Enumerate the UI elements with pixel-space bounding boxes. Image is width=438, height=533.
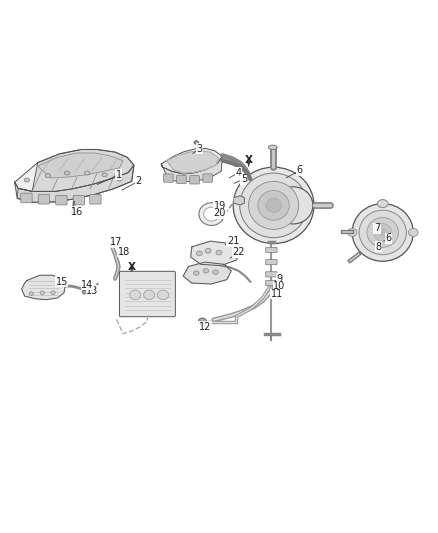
Ellipse shape — [377, 200, 388, 207]
Ellipse shape — [130, 290, 141, 300]
FancyBboxPatch shape — [177, 175, 186, 183]
Ellipse shape — [51, 291, 55, 294]
Text: 15: 15 — [56, 277, 68, 287]
Text: 16: 16 — [71, 207, 83, 217]
Text: 6: 6 — [385, 233, 392, 243]
Text: 3: 3 — [196, 143, 202, 154]
Text: 7: 7 — [374, 223, 380, 233]
Ellipse shape — [233, 167, 314, 244]
Ellipse shape — [367, 217, 399, 247]
Ellipse shape — [268, 145, 277, 149]
FancyBboxPatch shape — [266, 272, 277, 277]
Text: X: X — [245, 155, 253, 165]
Ellipse shape — [266, 198, 281, 213]
Ellipse shape — [205, 248, 211, 253]
Text: 13: 13 — [86, 286, 99, 296]
Ellipse shape — [194, 141, 198, 144]
FancyBboxPatch shape — [266, 260, 277, 265]
Ellipse shape — [248, 181, 299, 229]
Polygon shape — [21, 275, 65, 300]
Text: 2: 2 — [135, 176, 141, 187]
Polygon shape — [161, 157, 223, 181]
Polygon shape — [14, 165, 134, 203]
Ellipse shape — [117, 177, 122, 181]
Text: 9: 9 — [276, 274, 283, 284]
Text: 17: 17 — [110, 238, 123, 247]
Polygon shape — [161, 149, 223, 174]
Polygon shape — [17, 149, 134, 203]
Ellipse shape — [374, 224, 392, 241]
Ellipse shape — [347, 229, 357, 236]
Ellipse shape — [29, 292, 33, 295]
Ellipse shape — [240, 173, 307, 238]
Text: 18: 18 — [118, 247, 130, 257]
Text: 12: 12 — [199, 322, 211, 332]
Text: X: X — [128, 262, 136, 271]
Ellipse shape — [194, 271, 199, 275]
FancyBboxPatch shape — [203, 174, 212, 182]
Ellipse shape — [64, 171, 70, 175]
Ellipse shape — [198, 318, 206, 324]
Ellipse shape — [24, 178, 29, 182]
Ellipse shape — [204, 207, 219, 221]
FancyBboxPatch shape — [73, 195, 85, 205]
Text: 14: 14 — [81, 280, 93, 290]
FancyBboxPatch shape — [266, 280, 277, 286]
Ellipse shape — [216, 250, 222, 255]
Ellipse shape — [378, 200, 388, 207]
Ellipse shape — [274, 187, 313, 224]
Text: 6: 6 — [297, 165, 303, 175]
FancyBboxPatch shape — [163, 174, 173, 182]
Ellipse shape — [213, 270, 219, 274]
Ellipse shape — [409, 229, 418, 236]
Text: 20: 20 — [214, 208, 226, 218]
Ellipse shape — [85, 171, 90, 175]
Ellipse shape — [40, 291, 44, 294]
Ellipse shape — [71, 212, 75, 215]
Polygon shape — [38, 153, 123, 178]
Text: 21: 21 — [227, 236, 239, 246]
Ellipse shape — [359, 210, 406, 255]
Text: 19: 19 — [214, 201, 226, 211]
FancyBboxPatch shape — [90, 195, 101, 204]
Polygon shape — [234, 196, 244, 205]
Text: 8: 8 — [375, 242, 381, 252]
Text: 5: 5 — [241, 174, 247, 184]
Ellipse shape — [45, 174, 50, 177]
FancyBboxPatch shape — [38, 195, 49, 204]
Ellipse shape — [144, 290, 155, 300]
Polygon shape — [166, 151, 219, 173]
Ellipse shape — [110, 242, 115, 246]
Polygon shape — [183, 262, 231, 284]
Ellipse shape — [352, 204, 413, 261]
FancyBboxPatch shape — [190, 176, 199, 184]
Text: 4: 4 — [236, 168, 242, 177]
Polygon shape — [191, 241, 240, 265]
Ellipse shape — [258, 190, 289, 220]
Text: 10: 10 — [273, 281, 286, 291]
Ellipse shape — [196, 251, 202, 256]
Text: 22: 22 — [233, 247, 245, 257]
Ellipse shape — [82, 290, 87, 294]
Ellipse shape — [203, 269, 209, 273]
FancyBboxPatch shape — [56, 195, 67, 205]
FancyBboxPatch shape — [21, 193, 32, 203]
FancyBboxPatch shape — [266, 247, 277, 253]
Ellipse shape — [199, 203, 224, 225]
Ellipse shape — [378, 229, 387, 236]
FancyBboxPatch shape — [120, 271, 175, 317]
Ellipse shape — [158, 290, 169, 300]
Text: 1: 1 — [116, 170, 122, 180]
Text: 11: 11 — [271, 289, 283, 299]
Ellipse shape — [102, 173, 107, 177]
Polygon shape — [14, 149, 134, 191]
